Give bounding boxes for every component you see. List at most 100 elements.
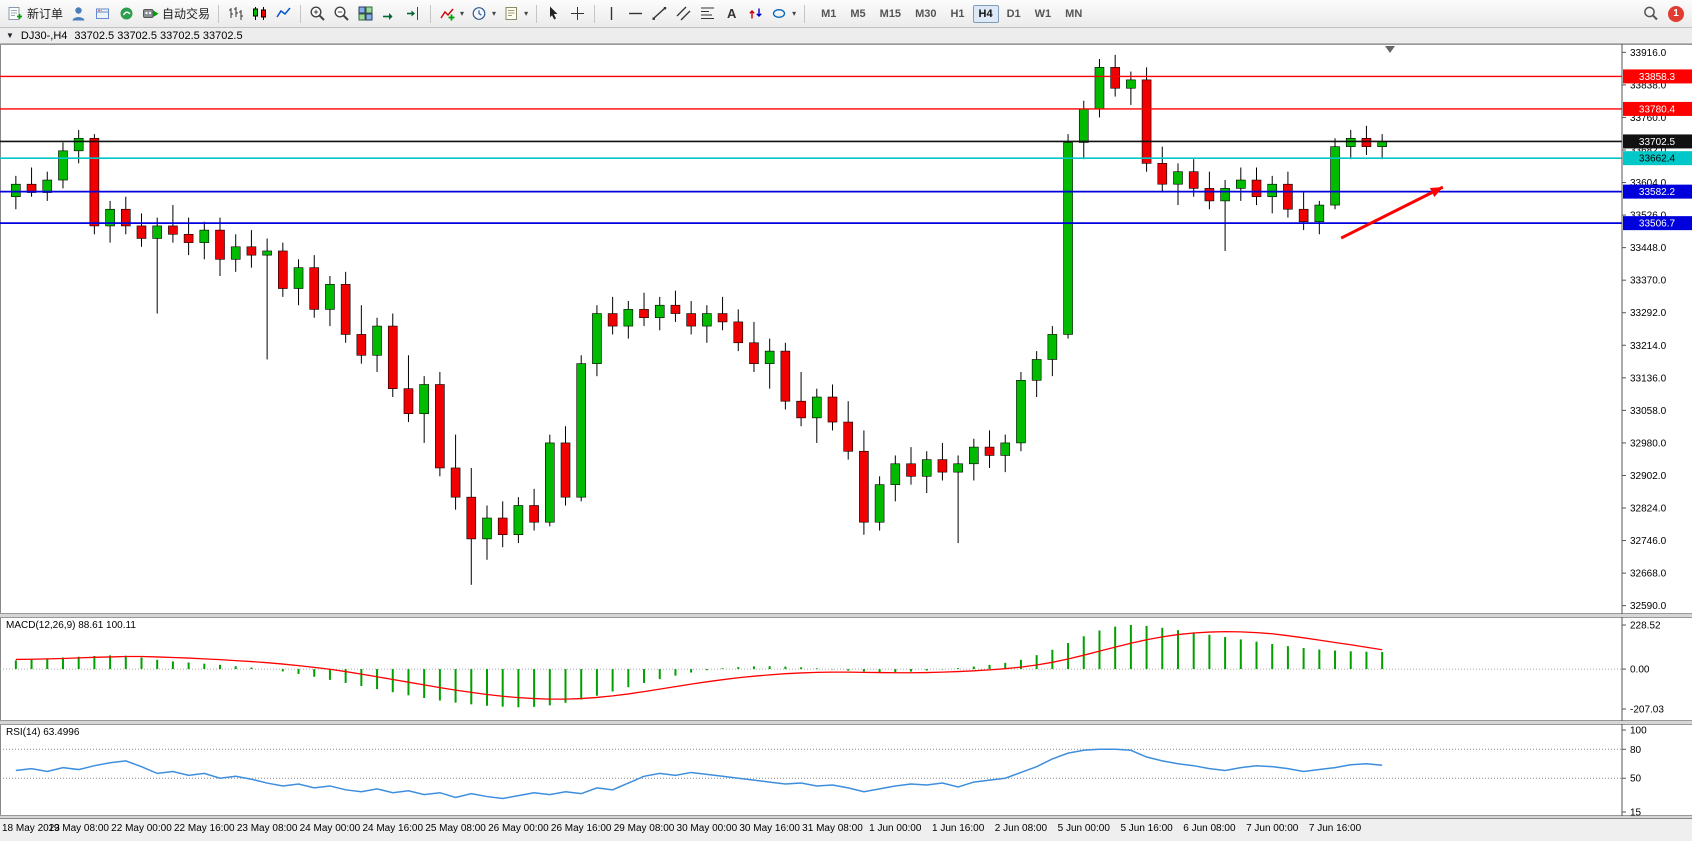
arrows-button[interactable] [744,3,767,25]
community-button[interactable] [115,3,138,25]
timeframe-toolbar: M1 M5 M15 M30 H1 H4 D1 W1 MN [814,4,1089,23]
zoom-out-button[interactable] [330,3,353,25]
price-chart-panel[interactable]: 33916.0 33838.0 33760.0 33682.0 33604.0 33526… [0,44,1692,614]
macd-panel[interactable]: 228.52 0.00 -207.03 [0,617,1692,721]
toolbar-separator [536,4,538,23]
svg-text:33858.3: 33858.3 [1639,72,1676,83]
price-chart-svg: 33916.0 33838.0 33760.0 33682.0 33604.0 33526… [0,44,1692,614]
bars-chart-button[interactable] [224,3,247,25]
channel-icon [676,6,691,21]
candlestick-chart-button[interactable] [248,3,271,25]
price-tag-33780.4: 33780.4 [1623,101,1692,116]
macd-axis-tick: -207.03 [1630,705,1664,716]
rsi-axis-tick: 50 [1630,774,1642,785]
time-axis-label: 26 May 00:00 [488,823,549,834]
macd-values: 88.61 100.11 [78,620,136,631]
timeframe-button-h4[interactable]: H4 [972,4,999,23]
zoom-in-button[interactable] [306,3,329,25]
rsi-panel[interactable]: 100 80 50 15 [0,724,1692,819]
fibonacci-button[interactable] [696,3,719,25]
rsi-svg: 100 80 50 15 [0,724,1692,819]
time-axis-label: 6 Jun 08:00 [1183,823,1236,834]
search-button[interactable] [1639,3,1662,25]
time-axis-label: 30 May 00:00 [676,823,738,834]
templates-button[interactable]: ▾ [500,3,531,25]
price-axis-tick: 32980.0 [1630,438,1667,449]
price-axis-tick: 33838.0 [1630,80,1667,91]
tile-windows-icon [358,6,373,21]
timeframe-button-m30[interactable]: M30 [915,7,937,20]
time-axis-label: 29 May 08:00 [613,823,675,834]
timeframe-button-h1[interactable]: H1 [950,7,965,20]
market-button[interactable] [91,3,114,25]
tile-windows-button[interactable] [354,3,377,25]
time-axis-label: 18 May 2023 [2,823,60,834]
toolbar-separator [300,4,302,23]
macd-svg: 228.52 0.00 -207.03 [0,617,1692,721]
channel-button[interactable] [672,3,695,25]
time-axis-label: 19 May 08:00 [48,823,109,834]
toolbar: 新订单 自动交易 ▾ ▾ [0,0,1692,28]
svg-text:33582.2: 33582.2 [1639,187,1676,198]
svg-text:33662.4: 33662.4 [1639,154,1676,165]
price-axis-tick: 33214.0 [1630,341,1667,352]
macd-name: MACD(12,26,9) [6,620,76,631]
time-axis-label: 7 Jun 16:00 [1308,823,1362,834]
autotrading-icon [143,9,159,18]
new-order-button[interactable]: 新订单 [4,3,66,25]
arrow-annotation[interactable] [1340,185,1444,240]
chart-symbol-title: DJ30-,H4 [20,29,68,42]
shapes-button[interactable]: ▾ [768,3,799,25]
candlestick-chart-icon [253,7,267,20]
timeframe-button-m1[interactable]: M1 [821,7,837,20]
time-axis[interactable]: 18 May 2023 19 May 08:00 22 May 00:00 22 Ma… [0,818,1692,841]
trendline-icon [652,7,667,20]
crosshair-button[interactable] [566,3,589,25]
timeframe-button-d1[interactable]: D1 [1006,7,1021,20]
macd-axis-tick: 0.00 [1630,665,1650,676]
crosshair-icon [571,7,585,20]
vertical-line-button[interactable] [600,3,623,25]
cursor-button[interactable] [542,3,565,25]
chevron-down-icon: ▾ [460,9,465,18]
timeframe-button-w1[interactable]: W1 [1034,7,1052,20]
profile-icon [72,7,85,21]
fibonacci-icon [701,7,715,19]
time-axis-label: 31 May 08:00 [802,823,863,834]
autotrading-button[interactable]: 自动交易 [139,3,213,25]
price-axis-tick: 33916.0 [1630,48,1667,59]
time-axis-label: 2 Jun 08:00 [994,823,1048,834]
macd-signal-line [15,631,1383,700]
auto-scroll-button[interactable] [378,3,401,25]
line-chart-button[interactable] [272,3,295,25]
chart-ohlc-values: 33702.5 33702.5 33702.5 33702.5 [74,29,243,42]
text-button[interactable]: A [720,3,743,25]
periods-button[interactable]: ▾ [468,3,499,25]
timeframe-button-mn[interactable]: MN [1065,7,1083,20]
price-tag-33506.7: 33506.7 [1623,216,1692,231]
rsi-axis-tick: 100 [1630,726,1647,737]
macd-histogram [14,625,1384,708]
price-axis-tick: 32902.0 [1630,471,1667,482]
search-icon [1644,6,1658,21]
horizontal-line-button[interactable] [624,3,647,25]
profile-button[interactable] [67,3,90,25]
chart-shift-button[interactable] [402,3,425,25]
indicators-button[interactable]: ▾ [436,3,467,25]
time-axis-label: 5 Jun 00:00 [1057,823,1110,834]
rsi-value: 63.4996 [43,727,80,738]
time-axis-label: 24 May 16:00 [362,823,424,834]
notification-badge[interactable]: 1 [1668,5,1684,22]
toolbar-separator [804,4,806,23]
trendline-button[interactable] [648,3,671,25]
price-axis-tick: 33760.0 [1630,113,1667,124]
price-axis-tick: 32824.0 [1630,504,1667,515]
chart-shift-marker[interactable] [1385,46,1395,53]
timeframe-button-m15[interactable]: M15 [879,7,902,20]
rsi-label: RSI(14) 63.4996 [6,727,79,738]
vertical-line-icon [610,7,613,20]
window-menu-icon[interactable]: ▼ [6,31,14,40]
timeframe-button-m5[interactable]: M5 [850,7,866,20]
toolbar-separator [430,4,432,23]
svg-text:33506.7: 33506.7 [1639,219,1676,230]
